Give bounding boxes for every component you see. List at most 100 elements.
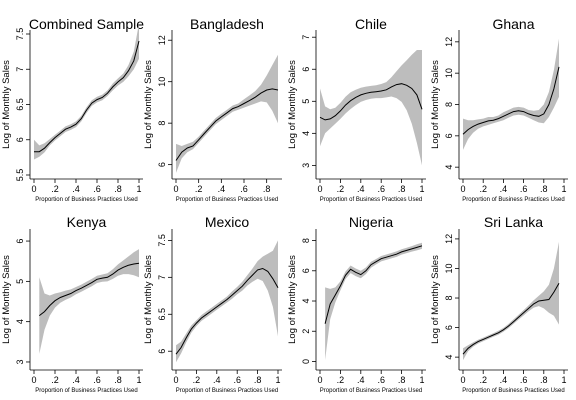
confidence-band xyxy=(325,242,422,360)
y-axis-label: Log of Monthly Sales xyxy=(430,60,441,149)
series-line xyxy=(38,262,140,316)
x-tick-label: .4 xyxy=(218,184,226,194)
panel-title: Chile xyxy=(355,16,387,32)
x-tick-label: 1 xyxy=(419,375,424,385)
y-tick-label: 7 xyxy=(15,67,25,72)
x-tick-label: .4 xyxy=(500,184,508,194)
x-tick-label: 0 xyxy=(173,184,178,194)
series-line xyxy=(34,40,140,153)
confidence-band xyxy=(34,23,139,160)
y-tick-label: 8 xyxy=(157,121,167,126)
x-tick-label: .4 xyxy=(213,375,221,385)
x-tick-label: 1 xyxy=(136,375,141,385)
panel-title: Sri Lanka xyxy=(484,214,543,230)
x-tick-label: 0 xyxy=(173,375,178,385)
chart-panel: Chile 3 4 5 6 7 0 .2 .4 .6 .8 1 Log of Monthly Sales… xyxy=(287,16,426,203)
y-axis-label: Log of Monthly Sales xyxy=(1,255,12,344)
y-axis-label: Log of Monthly Sales xyxy=(430,255,441,344)
y-tick-label: 0 xyxy=(301,359,311,364)
y-tick-label: 6.5 xyxy=(15,98,25,111)
chart-panel: Mexico 6 6.5 7 7.5 0 .2 .4 .6 .8 1 Log of Monthly S… xyxy=(143,214,282,394)
x-tick-label: .2 xyxy=(479,375,487,385)
chart-panel: Kenya 3 4 5 6 0 .2 .4 .6 .8 1 Log of Monthly Sales P… xyxy=(1,214,143,394)
y-axis-label: Log of Monthly Sales xyxy=(143,60,154,149)
chart-panel: Sri Lanka 4 6 8 10 12 0 .2 .4 .6 .8 1 Log of Monthly… xyxy=(430,214,568,394)
y-tick-label: 6 xyxy=(157,349,167,354)
x-tick-label: .6 xyxy=(520,184,528,194)
y-tick-label: 4 xyxy=(301,299,311,304)
y-tick-label: 6 xyxy=(15,239,25,244)
x-axis-label: Proportion of Business Practices Used xyxy=(176,388,278,394)
series-line xyxy=(175,267,279,355)
x-tick-label: 1 xyxy=(561,375,566,385)
x-tick-label: .4 xyxy=(357,184,365,194)
series-line xyxy=(324,245,423,324)
x-tick-label: .8 xyxy=(398,184,406,194)
x-axis-label: Proportion of Business Practices Used xyxy=(320,197,422,203)
y-tick-label: 4 xyxy=(444,355,454,360)
x-tick-label: .6 xyxy=(240,184,248,194)
panel-title: Combined Sample xyxy=(29,16,144,32)
x-axis-label: Proportion of Business Practices Used xyxy=(320,388,422,394)
panel-title: Mexico xyxy=(205,214,250,230)
x-tick-label: .6 xyxy=(93,184,101,194)
x-tick-label: 0 xyxy=(460,184,465,194)
y-tick-label: 7 xyxy=(301,35,311,40)
x-tick-label: 1 xyxy=(419,184,424,194)
y-tick-label: 6 xyxy=(301,67,311,72)
panel-title: Kenya xyxy=(67,214,107,230)
y-axis-label: Log of Monthly Sales xyxy=(287,60,298,149)
x-tick-label: .6 xyxy=(93,375,101,385)
chart-panel: Bangladesh 6 8 10 12 0 .2 .4 .6 .8 Log of Monthly … xyxy=(143,16,282,203)
x-tick-label: .4 xyxy=(357,375,365,385)
y-axis-label: Log of Monthly Sales xyxy=(143,255,154,344)
y-tick-label: 10 xyxy=(157,77,167,87)
x-tick-label: 1 xyxy=(136,184,141,194)
x-tick-label: 0 xyxy=(460,375,465,385)
y-tick-label: 2 xyxy=(301,329,311,334)
x-axis-label: Proportion of Business Practices Used xyxy=(462,388,564,394)
y-tick-label: 4 xyxy=(301,131,311,136)
y-tick-label: 8 xyxy=(301,238,311,243)
y-tick-label: 3 xyxy=(15,359,25,364)
y-tick-label: 7 xyxy=(157,275,167,280)
x-tick-label: .2 xyxy=(193,375,201,385)
series-line xyxy=(319,83,423,121)
y-tick-label: 5 xyxy=(301,99,311,104)
x-tick-label: .2 xyxy=(195,184,203,194)
panel-title: Nigeria xyxy=(349,214,394,230)
y-tick-label: 6 xyxy=(15,137,25,142)
panel-title: Bangladesh xyxy=(190,16,264,32)
y-tick-label: 4 xyxy=(15,319,25,324)
x-tick-label: .4 xyxy=(72,184,80,194)
x-tick-label: .4 xyxy=(500,375,508,385)
chart-panel: Combined Sample 5.5 6 6.5 7 7.5 0 .2 .4 .6 .8 1 Log … xyxy=(1,16,144,203)
x-tick-label: .2 xyxy=(51,184,59,194)
x-tick-label: .2 xyxy=(337,184,345,194)
x-tick-label: .8 xyxy=(254,375,262,385)
confidence-band xyxy=(176,240,278,363)
x-axis-label: Proportion of Business Practices Used xyxy=(35,388,137,394)
y-tick-label: 3 xyxy=(301,163,311,168)
y-tick-label: 6 xyxy=(444,133,454,138)
x-tick-label: .8 xyxy=(398,375,406,385)
y-tick-label: 8 xyxy=(444,102,454,107)
y-tick-label: 10 xyxy=(444,68,454,78)
y-axis-label: Log of Monthly Sales xyxy=(1,60,12,149)
y-tick-label: 5 xyxy=(15,279,25,284)
y-tick-label: 5.5 xyxy=(15,169,25,182)
confidence-band xyxy=(320,50,422,166)
x-axis-label: Proportion of Business Practices Used xyxy=(35,197,137,203)
x-tick-label: .8 xyxy=(114,375,122,385)
x-tick-label: .8 xyxy=(263,184,271,194)
x-tick-label: 1 xyxy=(561,184,566,194)
y-tick-label: 6 xyxy=(301,268,311,273)
x-tick-label: .6 xyxy=(377,375,385,385)
confidence-band xyxy=(39,249,139,354)
y-tick-label: 12 xyxy=(157,35,167,45)
x-tick-label: .8 xyxy=(540,375,548,385)
y-tick-label: 6 xyxy=(157,162,167,167)
confidence-band xyxy=(463,38,559,150)
x-tick-label: .4 xyxy=(72,375,80,385)
